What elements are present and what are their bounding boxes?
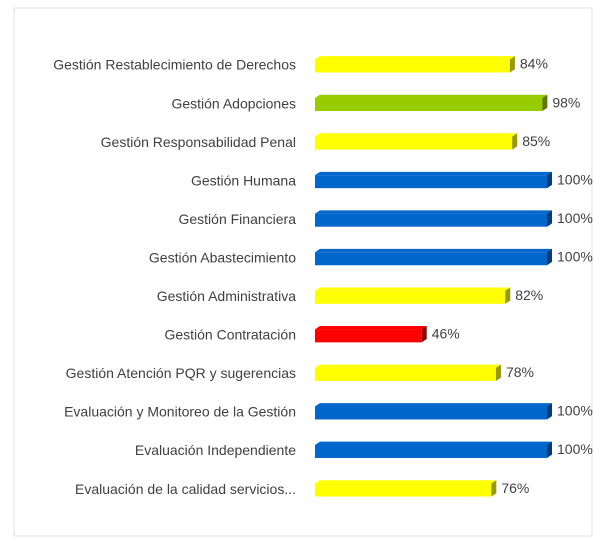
bar-top	[315, 210, 552, 214]
bar-top	[315, 171, 552, 176]
value-label: 82%	[515, 287, 543, 303]
value-label: 100%	[557, 248, 593, 264]
y-tick-label: Evaluación Independiente	[135, 442, 296, 458]
value-label: 46%	[432, 326, 460, 342]
bar	[315, 98, 543, 112]
y-tick-label: Gestión Humana	[191, 172, 296, 188]
chart-border	[13, 7, 593, 537]
bar	[315, 136, 513, 150]
y-tick-label: Gestión Contratación	[164, 327, 296, 343]
bar-top	[315, 326, 427, 330]
bar-side	[421, 326, 427, 343]
bar-side	[547, 248, 552, 266]
bar-side	[547, 441, 552, 458]
y-tick-label: Gestión Adopciones	[171, 95, 296, 111]
bar-side	[547, 210, 552, 227]
bar	[315, 213, 547, 227]
bar	[315, 59, 510, 73]
value-label: 100%	[557, 171, 593, 187]
bar-side	[547, 171, 552, 189]
y-tick-label: Gestión Financiera	[178, 211, 296, 227]
y-tick-label: Evaluación de la calidad servicios...	[75, 481, 296, 497]
bar-side	[491, 480, 497, 497]
bar-top	[315, 94, 548, 99]
y-tick-label: Evaluación y Monitoreo de la Gestión	[64, 404, 296, 420]
bar	[315, 445, 547, 458]
bar-top	[315, 133, 518, 137]
bar	[315, 483, 492, 497]
value-label: 100%	[557, 210, 593, 226]
bar-side	[512, 133, 518, 150]
bar-top	[315, 441, 552, 445]
bar	[315, 406, 547, 420]
bar-side	[509, 56, 515, 73]
bar-top	[315, 287, 511, 291]
y-tick-label: Gestión Administrativa	[157, 288, 296, 304]
bar-side	[505, 287, 511, 304]
y-tick-label: Gestión Atención PQR y sugerencias	[66, 365, 296, 381]
bar-top	[315, 480, 497, 484]
bar-top	[315, 403, 552, 407]
bar	[315, 290, 506, 304]
y-tick-label: Gestión Restablecimiento de Derechos	[53, 57, 296, 73]
bar-top	[315, 364, 501, 368]
bar-top	[315, 248, 552, 253]
bar-side	[495, 364, 501, 381]
value-label: 100%	[557, 441, 593, 457]
value-label: 76%	[501, 480, 529, 496]
y-tick-label: Gestión Responsabilidad Penal	[101, 134, 296, 150]
y-tick-label: Gestión Abastecimiento	[149, 249, 296, 265]
bar-side	[542, 94, 548, 112]
bar	[315, 252, 547, 266]
bar	[315, 175, 547, 189]
value-label: 98%	[552, 94, 580, 110]
value-label: 85%	[522, 133, 550, 149]
bar	[315, 329, 422, 343]
bar-side	[547, 403, 552, 420]
bar	[315, 367, 496, 381]
value-label: 78%	[506, 364, 534, 380]
value-label: 84%	[520, 56, 548, 72]
bar-top	[315, 56, 515, 60]
value-label: 100%	[557, 403, 593, 419]
